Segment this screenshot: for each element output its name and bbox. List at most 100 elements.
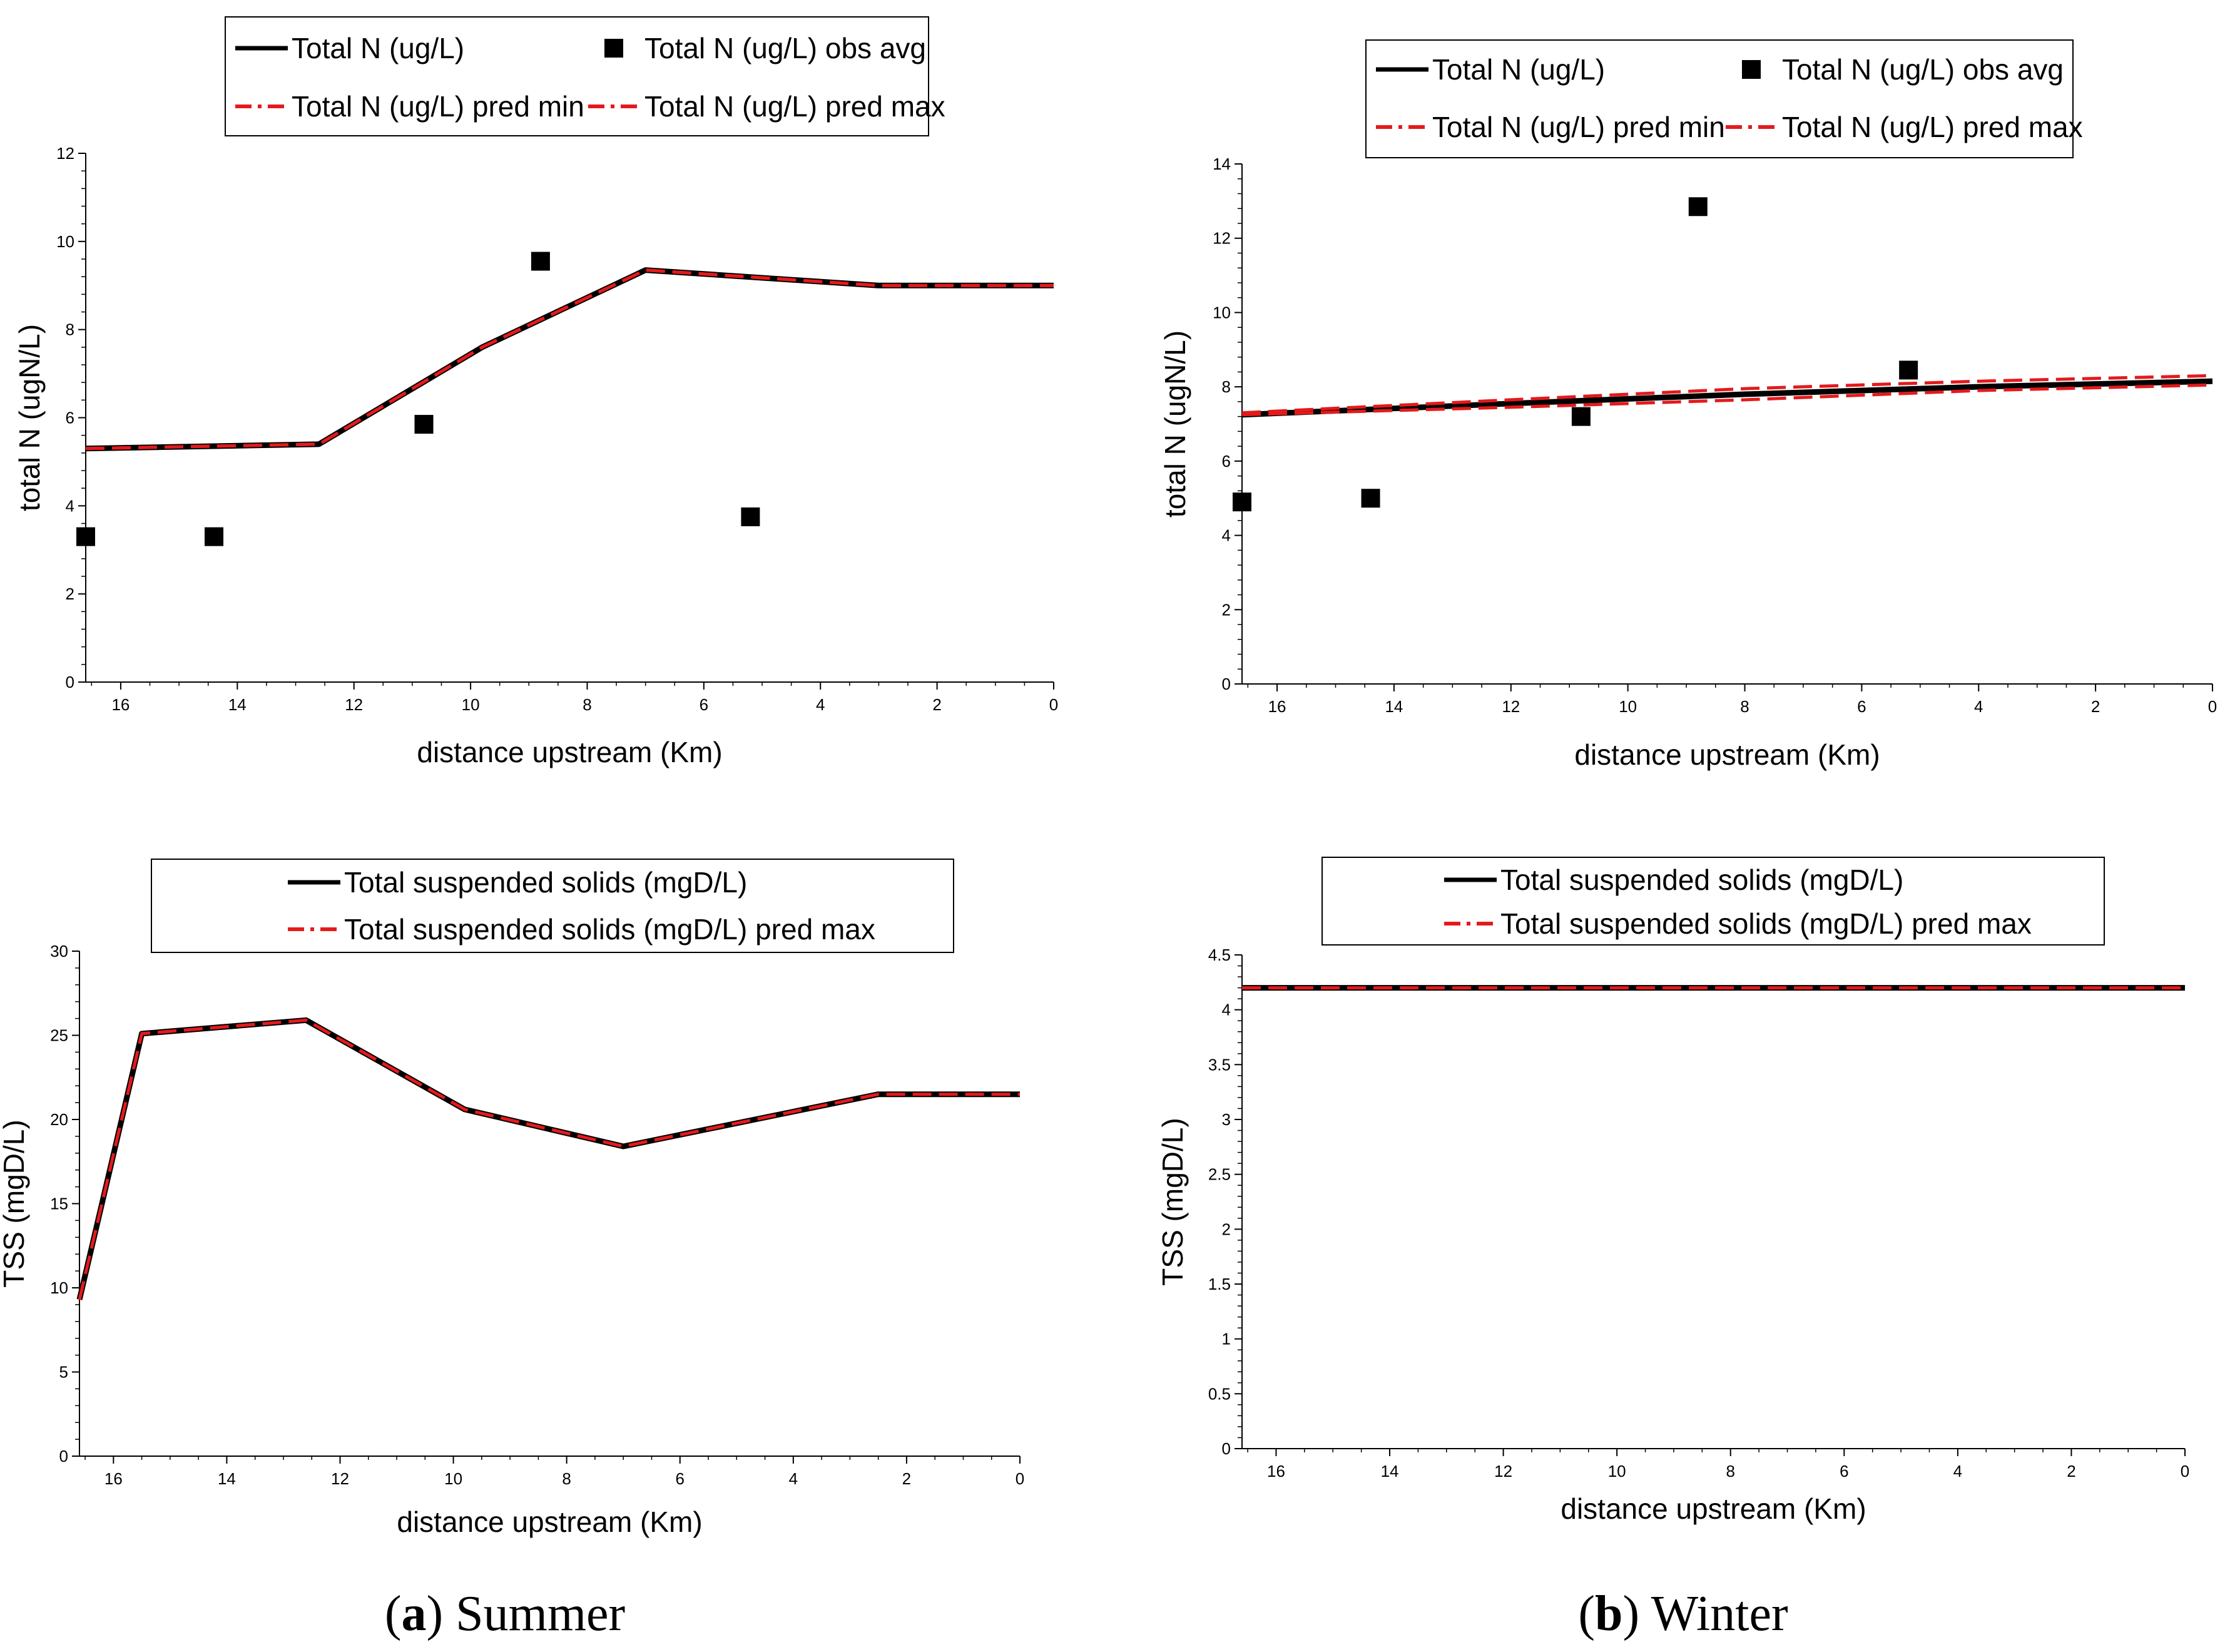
x-axis-title: distance upstream (Km) <box>417 736 722 768</box>
y-tick-label: 0.5 <box>1208 1384 1231 1403</box>
data-point-obs-avg <box>1571 407 1591 426</box>
y-tick-label: 4 <box>1222 1001 1231 1019</box>
series-line-total-n-ug-l-pred-max <box>85 268 1054 451</box>
y-tick-label: 25 <box>50 1026 68 1045</box>
y-tick-label: 10 <box>56 232 74 251</box>
x-tick-label: 14 <box>218 1469 236 1488</box>
y-tick-label: 2.5 <box>1208 1165 1231 1184</box>
y-tick-label: 15 <box>50 1195 68 1213</box>
x-tick-label: 2 <box>2067 1462 2075 1481</box>
x-tick-label: 4 <box>1974 697 1983 716</box>
y-axis-title: total N (ugN/L) <box>13 324 46 511</box>
x-tick-label: 10 <box>462 695 480 714</box>
legend-label-total-n-ug-l-pred-min: Total N (ug/L) pred min <box>1432 111 1725 143</box>
y-tick-label: 2 <box>1222 1220 1231 1238</box>
x-tick-label: 6 <box>700 695 708 714</box>
y-tick-label: 10 <box>50 1278 68 1297</box>
x-tick-label: 14 <box>1381 1462 1399 1481</box>
data-point-obs-avg <box>414 415 434 434</box>
series-line-total-n-ug-l-pred-min <box>1241 383 2213 417</box>
legend-label-total-suspended-solids-mgd-l-pred-max: Total suspended solids (mgD/L) pred max <box>1500 907 2032 940</box>
legend-label-total-n-ug-l-pred-max: Total N (ug/L) pred max <box>644 90 945 123</box>
x-tick-label: 0 <box>1049 695 1058 714</box>
legend-label-total-suspended-solids-mgd-l: Total suspended solids (mgD/L) <box>344 866 747 899</box>
y-tick-label: 30 <box>50 942 68 961</box>
x-tick-label: 12 <box>331 1469 349 1488</box>
x-tick-label: 0 <box>2208 697 2217 716</box>
x-tick-label: 8 <box>1740 697 1749 716</box>
y-tick-label: 5 <box>59 1363 68 1382</box>
x-tick-label: 4 <box>1953 1462 1962 1481</box>
x-axis-title: distance upstream (Km) <box>397 1506 702 1538</box>
y-tick-label: 3 <box>1222 1110 1231 1129</box>
y-tick-label: 3.5 <box>1208 1055 1231 1074</box>
caption-summer: (a) Summer <box>385 1586 625 1641</box>
legend-label-total-n-ug-l-pred-max: Total N (ug/L) pred max <box>1782 111 2083 143</box>
legend-label-total-n-ug-l-obs-avg: Total N (ug/L) obs avg <box>644 32 926 64</box>
x-tick-label: 10 <box>1608 1462 1626 1481</box>
y-axis-title: TSS (mgD/L) <box>0 1119 30 1287</box>
x-tick-label: 16 <box>111 695 130 714</box>
legend-label-total-suspended-solids-mgd-l: Total suspended solids (mgD/L) <box>1500 864 1903 896</box>
caption-winter-label: Winter <box>1639 1586 1788 1641</box>
y-tick-label: 10 <box>1213 303 1231 322</box>
data-point-obs-avg <box>1361 489 1380 508</box>
x-tick-label: 0 <box>1016 1469 1024 1488</box>
series-line-total-suspended-solids-mgd-l-pred-max <box>78 1018 1020 1300</box>
data-point-obs-avg <box>205 527 224 546</box>
x-tick-label: 12 <box>1494 1462 1512 1481</box>
data-point-obs-avg <box>741 507 760 526</box>
y-tick-label: 0 <box>1222 675 1231 693</box>
x-tick-label: 12 <box>345 695 363 714</box>
y-tick-label: 1 <box>1222 1330 1231 1349</box>
x-axis-title: distance upstream (Km) <box>1574 738 1880 771</box>
x-tick-label: 4 <box>816 695 825 714</box>
y-axis-title: total N (ugN/L) <box>1159 330 1191 518</box>
y-tick-label: 8 <box>1222 377 1231 396</box>
x-tick-label: 6 <box>1840 1462 1848 1481</box>
y-tick-label: 4 <box>66 496 74 515</box>
x-tick-label: 0 <box>2181 1462 2189 1481</box>
data-point-obs-avg <box>1688 197 1708 217</box>
legend-box <box>151 859 954 953</box>
y-tick-label: 4.5 <box>1208 946 1231 964</box>
series-line-total-suspended-solids-mgd-l <box>76 1017 1020 1300</box>
x-axis-title: distance upstream (Km) <box>1561 1492 1866 1525</box>
y-tick-label: 12 <box>1213 229 1231 248</box>
legend-box <box>225 16 929 136</box>
x-tick-label: 16 <box>1268 697 1286 716</box>
x-tick-label: 6 <box>676 1469 685 1488</box>
legend-label-total-suspended-solids-mgd-l-pred-max: Total suspended solids (mgD/L) pred max <box>344 913 875 946</box>
caption-summer-letter: a <box>401 1586 426 1641</box>
legend-box <box>1365 39 2074 158</box>
data-point-obs-avg <box>76 527 95 546</box>
x-tick-label: 10 <box>1619 697 1637 716</box>
caption-summer-label: Summer <box>443 1586 625 1641</box>
legend-label-total-n-ug-l-obs-avg: Total N (ug/L) obs avg <box>1782 53 2064 86</box>
data-point-obs-avg <box>531 252 550 271</box>
y-tick-label: 4 <box>1222 526 1231 545</box>
x-tick-label: 2 <box>2091 697 2100 716</box>
y-tick-label: 1.5 <box>1208 1275 1231 1293</box>
y-tick-label: 2 <box>1222 600 1231 619</box>
x-tick-label: 8 <box>1726 1462 1735 1481</box>
legend-symbol-total-n-ug-l-obs-avg <box>604 39 623 58</box>
caption-winter: (b) Winter <box>1578 1586 1788 1641</box>
legend-label-total-n-ug-l-pred-min: Total N (ug/L) pred min <box>292 90 584 123</box>
x-tick-label: 10 <box>444 1469 462 1488</box>
y-tick-label: 8 <box>66 320 74 339</box>
legend-label-total-n-ug-l: Total N (ug/L) <box>292 32 464 64</box>
y-tick-label: 0 <box>1222 1439 1231 1458</box>
x-tick-label: 12 <box>1502 697 1520 716</box>
x-tick-label: 16 <box>1267 1462 1285 1481</box>
series-line-total-n-ug-l-pred-max <box>1241 374 2213 415</box>
legend-box <box>1321 857 2105 946</box>
x-tick-label: 14 <box>1385 697 1403 716</box>
y-tick-label: 0 <box>66 673 74 691</box>
series-line-total-n-ug-l <box>85 267 1054 452</box>
data-point-obs-avg <box>1899 360 1918 380</box>
y-tick-label: 0 <box>59 1447 68 1466</box>
series-line-total-n-ug-l <box>1241 378 2213 418</box>
